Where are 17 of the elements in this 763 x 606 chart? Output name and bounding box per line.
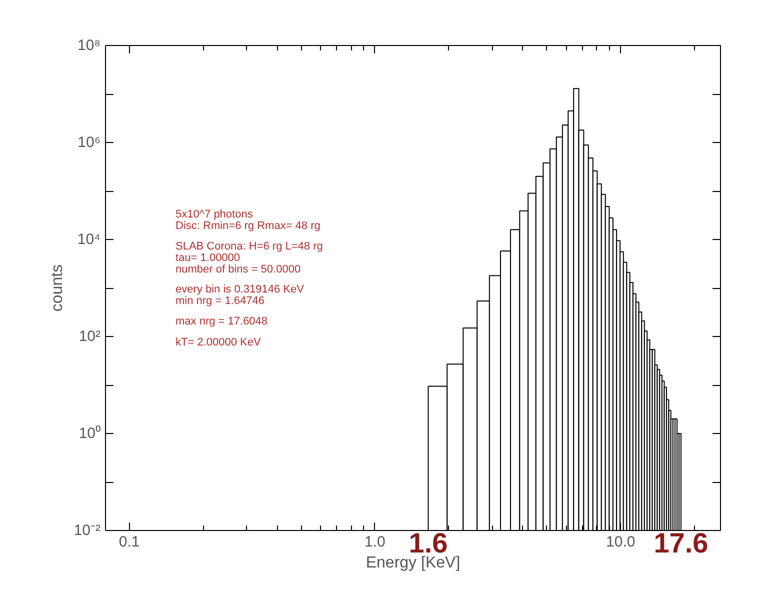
annotation: every bin is 0.319146 KeV min nrg = 1.64746 — [176, 284, 305, 307]
annotation: SLAB Corona: H=6 rg L=48 rg tau= 1.00000 number of bins = 50.0000 — [176, 240, 323, 276]
annotation: 5x10^7 photons Disc: Rmin=6 rg Rmax= 48 rg — [176, 208, 320, 232]
y-tick-label: 10⁸ — [77, 37, 101, 54]
annotation: kT= 2.00000 KeV — [176, 336, 262, 348]
y-tick-label: 10² — [78, 328, 101, 345]
x-tick-label: 10.0 — [606, 534, 636, 550]
annotation: max nrg = 17.6048 — [176, 316, 268, 328]
y-tick-label: 10⁶ — [78, 134, 100, 151]
y-tick-label: 10⁰ — [78, 425, 101, 442]
y-tick-label: 10⁻² — [74, 522, 101, 539]
x-tick-label: 1.0 — [364, 534, 386, 550]
x-axis-title: Energy [KeV] — [366, 554, 460, 572]
y-axis-title: counts — [48, 264, 66, 312]
y-tick-label: 10⁴ — [77, 231, 101, 248]
x-tick-label: 0.1 — [118, 534, 140, 550]
annotation: 17.6 — [654, 528, 708, 558]
